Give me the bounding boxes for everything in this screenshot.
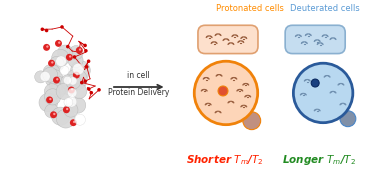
Circle shape [64,98,73,107]
Circle shape [84,79,87,83]
Circle shape [68,86,75,93]
Circle shape [40,27,44,31]
Circle shape [51,61,54,64]
Circle shape [51,107,70,125]
Circle shape [45,29,48,32]
Circle shape [218,86,228,96]
Text: Protonated cells: Protonated cells [216,4,284,13]
Circle shape [66,45,70,48]
Circle shape [49,56,64,71]
Circle shape [90,91,93,94]
Circle shape [293,63,353,123]
Circle shape [64,103,78,117]
Circle shape [66,69,87,90]
Circle shape [60,25,64,29]
Circle shape [87,87,91,91]
Circle shape [72,84,87,99]
Circle shape [243,112,261,130]
Circle shape [77,50,81,54]
Circle shape [63,106,70,113]
Circle shape [56,109,75,128]
Circle shape [56,78,59,80]
Circle shape [44,84,60,99]
Circle shape [69,55,71,58]
Circle shape [43,44,50,51]
Circle shape [68,53,83,68]
FancyBboxPatch shape [198,25,258,54]
Circle shape [58,41,60,44]
Circle shape [48,60,55,67]
Circle shape [87,60,90,63]
Circle shape [43,67,58,82]
Circle shape [66,108,68,110]
Circle shape [50,83,65,99]
Circle shape [56,83,73,100]
Circle shape [69,77,77,85]
Circle shape [45,69,63,87]
Circle shape [49,98,51,100]
Circle shape [79,48,81,51]
Circle shape [97,88,101,92]
Circle shape [66,54,73,61]
Circle shape [53,77,60,83]
Circle shape [73,55,76,59]
Circle shape [35,71,47,83]
Circle shape [66,97,77,107]
Circle shape [311,79,319,87]
Circle shape [50,111,57,118]
Circle shape [73,72,80,79]
Circle shape [58,79,73,94]
Circle shape [66,74,81,89]
Circle shape [55,40,62,47]
Circle shape [46,96,53,103]
Circle shape [60,66,69,75]
Circle shape [43,64,60,82]
Text: Shorter $\it{T_m}$/$\it{T_2}$: Shorter $\it{T_m}$/$\it{T_2}$ [186,153,264,167]
Circle shape [50,77,68,95]
Circle shape [64,75,79,90]
Circle shape [194,61,258,125]
Circle shape [76,47,83,54]
Circle shape [62,80,76,95]
Circle shape [69,46,83,60]
Circle shape [71,61,90,80]
Circle shape [74,114,85,125]
Text: Deuterated cells: Deuterated cells [290,4,360,13]
Circle shape [40,72,50,82]
Text: Protein Delivery: Protein Delivery [108,88,169,97]
Circle shape [52,49,69,66]
Circle shape [57,45,73,60]
Circle shape [71,88,73,90]
Circle shape [64,76,71,85]
Circle shape [53,113,56,115]
Circle shape [84,49,88,52]
Circle shape [76,73,78,75]
Circle shape [85,65,88,69]
Circle shape [46,45,48,48]
Circle shape [61,75,76,89]
Circle shape [70,97,86,113]
Circle shape [80,81,84,84]
Circle shape [45,104,59,118]
Circle shape [56,56,66,66]
Text: Longer $\it{T_m}$/$\it{T_2}$: Longer $\it{T_m}$/$\it{T_2}$ [282,153,356,167]
Circle shape [45,89,61,105]
Text: in cell: in cell [127,71,150,80]
Circle shape [68,88,77,97]
Circle shape [340,111,356,127]
Circle shape [39,93,57,112]
Circle shape [73,121,75,123]
Circle shape [73,63,84,75]
FancyBboxPatch shape [285,25,345,54]
Circle shape [70,119,77,126]
Circle shape [83,44,87,47]
